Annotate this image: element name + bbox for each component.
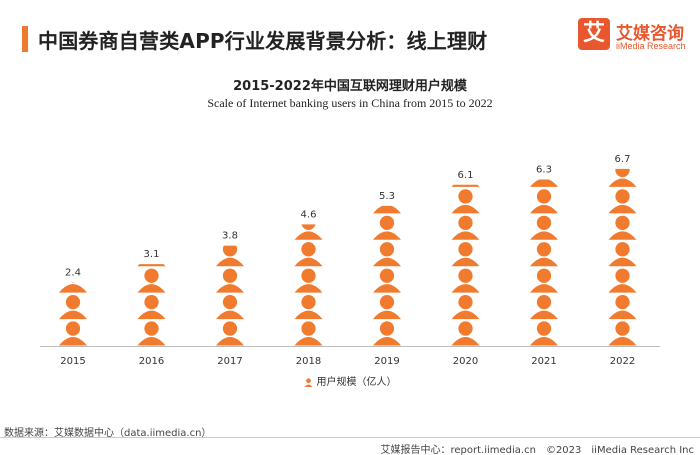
- data-label-2019: 5.3: [379, 191, 395, 202]
- tick-label-2019: 2019: [374, 356, 399, 367]
- person-icon: [530, 321, 558, 346]
- bar-2019: [373, 163, 401, 346]
- person-icon: [608, 268, 637, 293]
- person-icon: [451, 242, 480, 267]
- legend-label: 用户规模（亿人）: [316, 377, 397, 388]
- person-icon: [530, 242, 558, 267]
- person-icon: [294, 268, 323, 293]
- data-label-2020: 6.1: [458, 170, 474, 181]
- title-accent-bar: [22, 26, 28, 52]
- person-icon: [530, 189, 558, 214]
- person-icon: [608, 294, 637, 320]
- logo-cn-text: 艾媒咨询: [616, 24, 684, 44]
- person-icon: [137, 321, 166, 346]
- data-label-2016: 3.1: [144, 249, 160, 260]
- bar-2020: [451, 136, 480, 346]
- bar-2022: [608, 168, 637, 346]
- person-icon: [373, 268, 401, 293]
- person-icon: [608, 189, 637, 214]
- person-icon: [451, 189, 480, 214]
- bar-2018: [294, 224, 323, 346]
- person-icon: [451, 294, 480, 320]
- bar-2017: [216, 245, 244, 346]
- person-icon: [451, 321, 480, 346]
- person-icon: [216, 294, 244, 320]
- person-icon: [373, 205, 401, 214]
- copyright: 艾媒报告中心：report.iimedia.cn ©2023 iiMedia R…: [380, 445, 695, 455]
- tick-label-2021: 2021: [531, 356, 556, 367]
- person-icon: [59, 242, 87, 266]
- chart-subtitle: Scale of Internet banking users in China…: [207, 96, 493, 110]
- chart-title: 2015-2022年中国互联网理财用户规模: [233, 79, 467, 94]
- tick-label-2016: 2016: [139, 356, 164, 367]
- person-icon: [137, 268, 166, 293]
- person-icon: [373, 242, 401, 267]
- data-label-2022: 6.7: [615, 154, 631, 165]
- person-icon: [216, 245, 244, 267]
- data-label-2021: 6.3: [536, 165, 552, 176]
- person-icon: [137, 294, 166, 320]
- person-icon: [608, 215, 637, 240]
- person-icon: [452, 136, 480, 160]
- person-icon: [530, 136, 558, 160]
- data-label-2017: 3.8: [222, 231, 238, 242]
- tick-label-2017: 2017: [217, 356, 242, 367]
- person-icon: [530, 294, 558, 320]
- tick-label-2022: 2022: [610, 356, 635, 367]
- person-icon: [530, 215, 558, 240]
- person-icon: [373, 215, 401, 240]
- person-icon: [373, 294, 401, 320]
- person-icon: [608, 321, 637, 346]
- person-icon: [451, 184, 480, 187]
- person-icon: [451, 268, 480, 293]
- legend-person-icon: [303, 377, 313, 387]
- person-icon: [530, 179, 558, 187]
- person-icon: [59, 294, 87, 320]
- person-icon: [373, 321, 401, 346]
- iimedia-logo: 艾 艾媒咨询 iiMedia Research: [578, 18, 698, 58]
- data-label-2018: 4.6: [301, 209, 317, 220]
- bar-2016: [137, 216, 166, 346]
- data-label-2015: 2.4: [65, 268, 81, 279]
- person-icon: [294, 224, 323, 240]
- person-icon: [373, 163, 401, 187]
- tick-label-2018: 2018: [296, 356, 321, 367]
- person-icon: [294, 321, 323, 346]
- chart-legend: 用户规模（亿人）: [0, 373, 700, 388]
- bar-2021: [530, 136, 558, 346]
- logo-en-text: iiMedia Research: [616, 41, 686, 51]
- person-icon: [294, 294, 323, 320]
- person-icon: [138, 216, 166, 240]
- person-icon: [137, 264, 166, 267]
- person-icon: [608, 242, 637, 267]
- tick-label-2015: 2015: [60, 356, 85, 367]
- logo-mark: 艾: [578, 18, 610, 50]
- person-icon: [608, 168, 637, 187]
- data-source: 数据来源：艾媒数据中心（data.iimedia.cn）: [4, 428, 212, 439]
- page-title: 中国券商自营类APP行业发展背景分析：线上理财: [38, 29, 488, 53]
- person-icon: [216, 321, 244, 346]
- person-icon: [530, 268, 558, 293]
- person-icon: [59, 282, 87, 293]
- person-icon: [451, 215, 480, 240]
- bar-2015: [59, 242, 87, 346]
- person-icon: [294, 242, 323, 267]
- person-icon: [216, 268, 244, 293]
- footer-divider: [0, 437, 700, 438]
- tick-label-2020: 2020: [453, 356, 478, 367]
- person-icon: [59, 321, 87, 346]
